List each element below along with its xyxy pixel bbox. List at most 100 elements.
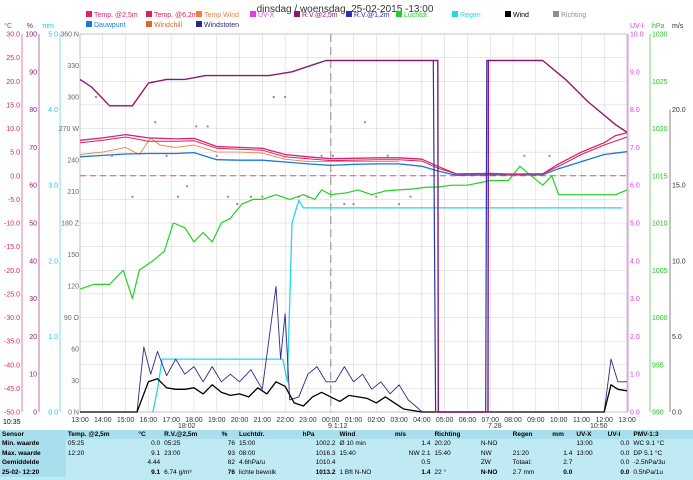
richting-point <box>154 121 157 124</box>
axis-tick-temp: 0.0 <box>10 173 20 180</box>
richting-point <box>284 96 287 98</box>
legend-label-windchill: Windchill <box>154 22 182 29</box>
annotation-a2: 9.1:12 <box>328 423 348 430</box>
axis-tick-pct: 40 <box>29 258 37 265</box>
axis-tick-uv: 4.0 <box>630 258 640 265</box>
x-tick-label: 17:00 <box>162 417 180 424</box>
richting-point <box>131 195 134 198</box>
x-tick-label: 09:00 <box>527 417 545 424</box>
table-cell: 1002.2 <box>315 440 336 448</box>
richting-point <box>375 195 378 198</box>
axis-tick-dir: 270 W <box>59 126 80 133</box>
table-cell: 93 <box>227 449 235 457</box>
richting-point <box>352 203 355 206</box>
legend-label-regen: Regen <box>460 12 481 19</box>
table-cell: NW <box>480 449 492 457</box>
annotation-a3: 7.28 <box>488 423 502 430</box>
axis-tick-uv: 3.0 <box>630 296 640 303</box>
table-row: 25-02- 12:20 9.1 6.74 g/m³ 76 lichte bewolk 1… <box>0 467 693 478</box>
legend-swatch-richting <box>553 11 559 17</box>
grid <box>79 33 628 413</box>
richting-point <box>398 203 401 206</box>
axis-tick-pct: 60 <box>29 183 37 190</box>
table-cell <box>574 468 605 477</box>
axis-tick-ms: 20.0 <box>672 107 686 114</box>
axis-tick-uv: 9.0 <box>630 69 640 76</box>
x-tick-label: 15:00 <box>117 417 135 424</box>
legend-swatch-windstoten <box>196 21 202 27</box>
richting-point <box>272 96 275 98</box>
table-cell: Ø 10 min <box>339 440 366 448</box>
annotation-a1: 18:02 <box>178 423 196 430</box>
axis-tick-temp: 30.0 <box>6 32 20 39</box>
axis-tick-pct: 10 <box>29 372 37 379</box>
table-cell: 21:20 <box>512 449 529 457</box>
table-cell: 4.44 <box>147 459 161 467</box>
table-cell: 4.6hPa/u <box>238 459 265 467</box>
series-group <box>79 59 628 413</box>
table-header-cell: Wind <box>337 430 393 440</box>
series-line-temp25 <box>79 132 628 175</box>
axis-tick-pct: 20 <box>29 334 37 341</box>
axis-header-hpa: hPa <box>652 23 665 30</box>
table-cell: Totaal: <box>512 459 532 467</box>
table-cell: 13:00 <box>576 449 593 457</box>
table-cell: 22 ° <box>434 468 447 476</box>
legend-label-richting: Richting <box>561 12 586 19</box>
table-cell: N-NO <box>480 468 498 476</box>
table-header-cell <box>478 430 511 440</box>
axis-tick-temp: -40.0 <box>4 362 20 369</box>
axis-tick-dir: 210 <box>67 189 79 196</box>
axis-tick-pct: 80 <box>29 107 37 114</box>
x-tick-label: 11:00 <box>573 417 590 424</box>
axis-header-uv: UV-I <box>630 23 644 30</box>
x-tick-label: 04:00 <box>413 417 431 424</box>
legend-swatch-dauwpunt <box>86 21 92 27</box>
table-cell: Gemiddelde <box>0 458 66 468</box>
legend-swatch-luchtdr <box>396 11 402 17</box>
table-cell <box>66 458 136 467</box>
axis-tick-temp: -20.0 <box>4 268 20 275</box>
table-cell <box>550 439 574 448</box>
table-cell: 2.7 <box>563 459 573 467</box>
axis-tick-uv: 6.0 <box>630 183 640 190</box>
axis-tick-uv: 8.0 <box>630 107 640 114</box>
axis-tick-ms: 5.0 <box>672 334 682 341</box>
axis-tick-hpa: 1025 <box>652 79 668 86</box>
axis-tick-dir: 360 N <box>60 32 79 39</box>
legend-swatch-uvx <box>250 11 256 17</box>
axis-tick-hpa: 1020 <box>652 126 668 133</box>
annotation-left-bottom: 10:35 <box>3 419 21 426</box>
table-cell: 0.0 <box>620 440 630 448</box>
richting-point <box>249 195 252 198</box>
table-header-cell: °C <box>136 430 163 440</box>
richting-point <box>227 195 230 198</box>
table-cell: 20:20 <box>434 440 451 448</box>
table-cell <box>66 468 136 477</box>
table-cell <box>511 439 551 448</box>
axis-tick-dir: 30 <box>71 378 79 385</box>
table-cell: WC 9.1 °C <box>633 440 665 448</box>
table-row: Max. waarde 12:20 9.1 23:00 93 08:00 1016.3 15:… <box>0 448 693 459</box>
richting-point <box>94 96 97 98</box>
axis-tick-uv: 7.0 <box>630 145 640 152</box>
x-tick-label: 12:00 <box>595 417 613 424</box>
table-cell <box>687 468 693 477</box>
axis-tick-ms: 10.0 <box>672 258 686 265</box>
richting-point <box>320 154 323 157</box>
axis-tick-dir: 150 <box>67 252 79 259</box>
table-cell: 15:40 <box>434 449 451 457</box>
richting-point <box>331 154 334 157</box>
legend-swatch-wind <box>505 11 511 17</box>
table-cell: 6.74 g/m³ <box>164 468 192 476</box>
table-cell: lichte bewolk <box>238 468 277 476</box>
x-tick-label: 13:00 <box>71 417 89 424</box>
richting-point <box>363 121 366 124</box>
series-line-windstoten <box>80 286 627 413</box>
legend-label-tempwind: Temp Wind <box>204 12 239 19</box>
table-cell: 2.7 mm <box>512 468 535 476</box>
axis-tick-dir: 330 <box>67 63 79 70</box>
annotation-a4: 10:50 <box>590 423 608 430</box>
axis-tick-temp: 25.0 <box>6 55 20 62</box>
axis-tick-temp: 5.0 <box>10 150 20 157</box>
